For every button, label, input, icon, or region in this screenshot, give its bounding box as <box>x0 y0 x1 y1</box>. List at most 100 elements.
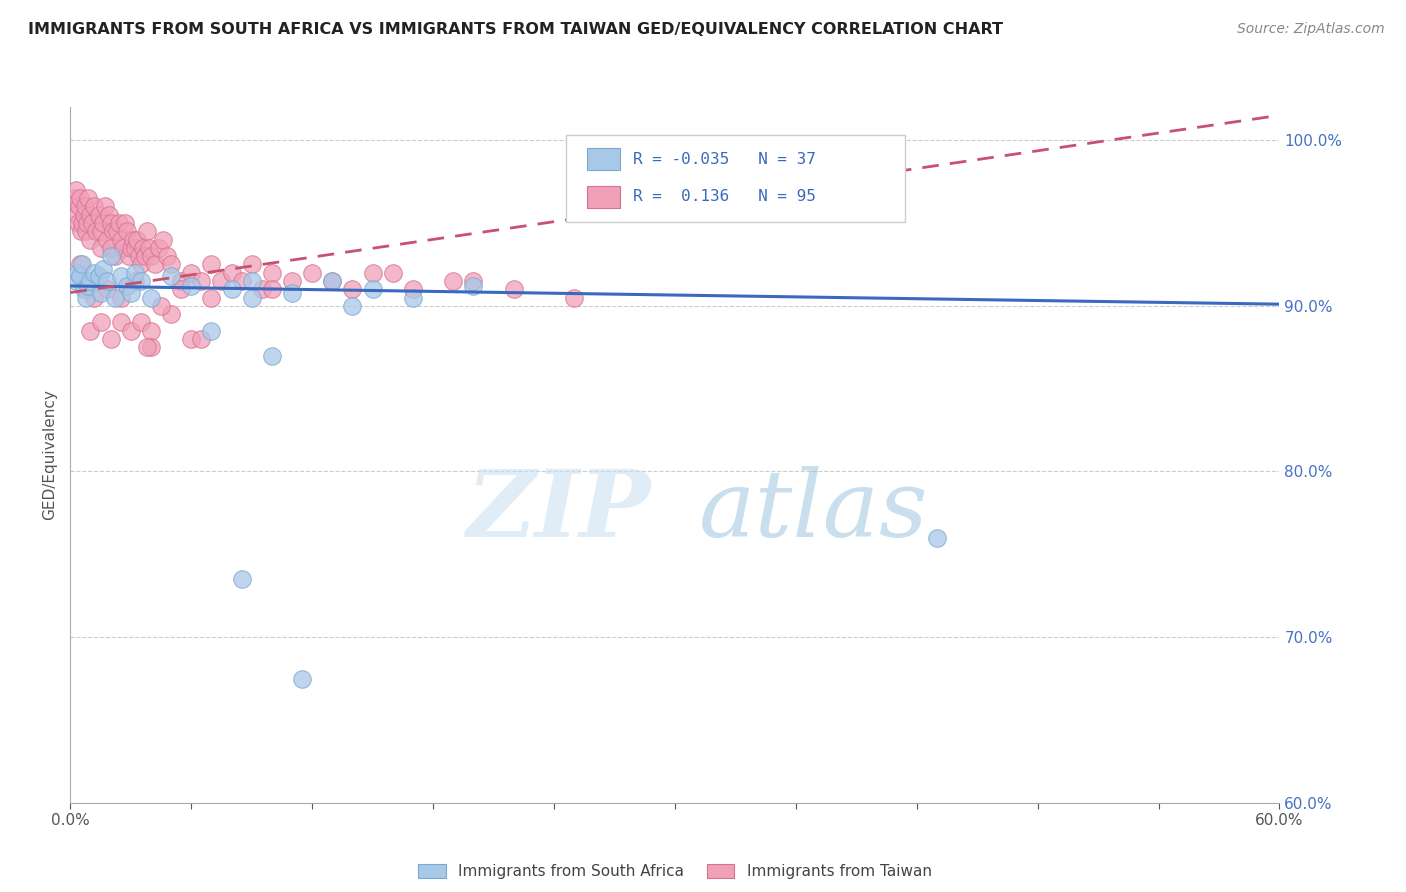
Point <box>502 282 524 296</box>
Point <box>79 324 101 338</box>
Point <box>190 332 212 346</box>
Point <box>148 241 170 255</box>
Point <box>87 208 110 222</box>
Point <box>91 262 114 277</box>
Text: R = -0.035   N = 37: R = -0.035 N = 37 <box>633 152 815 167</box>
Point <box>125 233 148 247</box>
Point <box>115 224 138 238</box>
Point <box>67 216 90 230</box>
Point <box>190 274 212 288</box>
Y-axis label: GED/Equivalency: GED/Equivalency <box>42 390 58 520</box>
Point <box>124 241 146 255</box>
Point <box>342 282 364 296</box>
Point <box>381 266 404 280</box>
Point <box>65 274 87 288</box>
Point <box>402 282 425 296</box>
Point <box>321 274 343 288</box>
Point <box>90 224 111 238</box>
Point <box>463 279 485 293</box>
Point <box>143 257 166 271</box>
Point <box>91 216 114 230</box>
Point <box>231 572 253 586</box>
Point <box>128 249 150 263</box>
Point <box>250 282 273 296</box>
Point <box>96 282 118 296</box>
Point <box>120 324 142 338</box>
Point <box>75 224 97 238</box>
Bar <box>586 186 620 208</box>
Point <box>120 241 142 255</box>
Point <box>67 266 90 280</box>
Point <box>86 224 108 238</box>
Point <box>90 315 111 329</box>
Point <box>139 291 162 305</box>
Point <box>93 199 115 213</box>
Legend: Immigrants from South Africa, Immigrants from Taiwan: Immigrants from South Africa, Immigrants… <box>412 858 938 886</box>
Point <box>75 282 97 296</box>
Point <box>361 266 384 280</box>
Point <box>200 324 222 338</box>
Bar <box>586 148 620 170</box>
Point <box>110 233 132 247</box>
Point <box>221 266 243 280</box>
Point <box>231 274 253 288</box>
Point <box>240 274 263 288</box>
Point <box>129 274 152 288</box>
Point <box>129 257 152 271</box>
Point <box>180 279 202 293</box>
Point <box>301 266 323 280</box>
Point <box>77 191 100 205</box>
Point <box>124 266 146 280</box>
Point <box>79 233 101 247</box>
Point <box>111 241 134 255</box>
Point <box>134 249 156 263</box>
Point <box>160 268 183 283</box>
Point <box>211 274 233 288</box>
Point <box>115 279 138 293</box>
Point <box>132 241 155 255</box>
Point <box>73 208 96 222</box>
Point <box>110 291 132 305</box>
Point <box>180 332 202 346</box>
FancyBboxPatch shape <box>567 135 904 222</box>
Point <box>69 191 91 205</box>
Point <box>90 285 111 300</box>
Point <box>170 274 193 288</box>
Point <box>221 282 243 296</box>
Point <box>79 274 101 288</box>
Point <box>139 340 162 354</box>
Point <box>281 285 304 300</box>
Point <box>124 274 146 288</box>
Point <box>73 282 96 296</box>
Point <box>104 249 127 263</box>
Point <box>361 282 384 296</box>
Point <box>240 257 263 271</box>
Point <box>321 274 343 288</box>
Point <box>65 183 87 197</box>
Point <box>200 291 222 305</box>
Point <box>90 241 111 255</box>
Point <box>70 224 93 238</box>
Point <box>120 285 142 300</box>
Text: Source: ZipAtlas.com: Source: ZipAtlas.com <box>1237 22 1385 37</box>
Point <box>110 268 132 283</box>
Text: ZIP: ZIP <box>467 466 651 556</box>
Point <box>104 291 127 305</box>
Point <box>75 291 97 305</box>
Point <box>129 315 152 329</box>
Point <box>135 340 157 354</box>
Point <box>87 268 110 283</box>
Point <box>97 208 120 222</box>
Point <box>260 266 283 280</box>
Point <box>100 249 122 263</box>
Point <box>75 199 97 213</box>
Point <box>925 531 948 545</box>
Point <box>100 332 122 346</box>
Text: atlas: atlas <box>699 466 928 556</box>
Point <box>150 299 173 313</box>
Point <box>463 274 485 288</box>
Point <box>72 257 94 271</box>
Point <box>105 224 128 238</box>
Point <box>170 282 193 296</box>
Point <box>77 279 100 293</box>
